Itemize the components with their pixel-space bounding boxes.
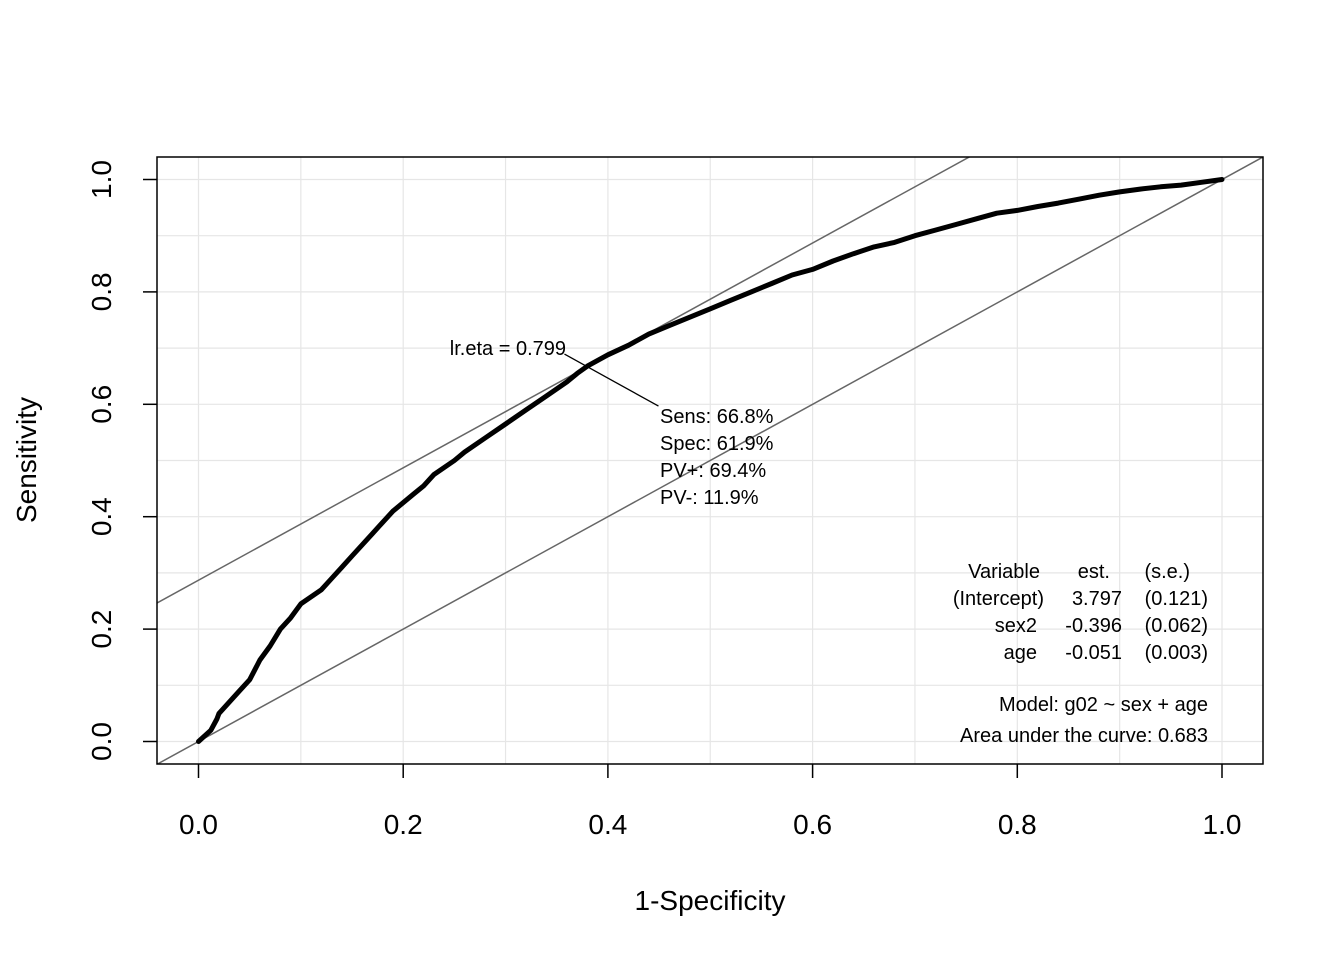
- x-tick-label: 0.6: [793, 809, 832, 840]
- plot-box: [156, 156, 1264, 765]
- cutoff-label: lr.eta = 0.799: [450, 338, 566, 360]
- x-tick-label: 0.2: [384, 809, 423, 840]
- coef-row-variable: (Intercept): [953, 588, 1044, 610]
- coef-row-variable: age: [1004, 642, 1037, 664]
- x-axis: 0.0 0.2 0.4 0.6 0.8 1.0: [179, 764, 1241, 840]
- reference-line-tangent: [157, 157, 971, 604]
- model-formula: Model: g02 ~ sex + age: [999, 694, 1208, 716]
- coef-row-se: (0.003): [1145, 642, 1208, 664]
- pv-neg-label: PV-: 11.9%: [660, 487, 759, 509]
- pv-pos-label: PV+: 69.4%: [660, 460, 766, 482]
- y-tick-label: 0.8: [86, 272, 117, 311]
- coef-row-se: (0.062): [1145, 615, 1208, 637]
- sens-label: Sens: 66.8%: [660, 406, 774, 428]
- y-tick-label: 0.0: [86, 722, 117, 761]
- x-tick-label: 1.0: [1203, 809, 1242, 840]
- y-tick-label: 0.6: [86, 385, 117, 424]
- annotation-leader-line: [564, 353, 659, 407]
- y-tick-label: 1.0: [86, 160, 117, 199]
- coef-row-variable: sex2: [995, 615, 1037, 637]
- x-axis-title: 1-Specificity: [635, 885, 786, 916]
- y-tick-label: 0.2: [86, 610, 117, 649]
- coef-row-est: -0.396: [1065, 615, 1122, 637]
- spec-label: Spec: 61.9%: [660, 433, 774, 455]
- y-tick-label: 0.4: [86, 497, 117, 536]
- auc-text: Area under the curve: 0.683: [960, 725, 1208, 747]
- coef-row-se: (0.121): [1145, 588, 1208, 610]
- y-axis-title: Sensitivity: [11, 397, 42, 523]
- coefficient-table: Variable est. (s.e.) (Intercept) 3.797 (…: [953, 561, 1208, 664]
- y-axis: 0.0 0.2 0.4 0.6 0.8 1.0: [86, 160, 157, 761]
- grid-lines: [157, 157, 1263, 764]
- coef-header-variable: Variable: [968, 561, 1040, 583]
- x-tick-label: 0.4: [588, 809, 627, 840]
- coef-header-est: est.: [1078, 561, 1110, 583]
- x-tick-label: 0.8: [998, 809, 1037, 840]
- coef-row-est: -0.051: [1065, 642, 1122, 664]
- coef-header-se: (s.e.): [1144, 561, 1190, 583]
- x-tick-label: 0.0: [179, 809, 218, 840]
- coef-row-est: 3.797: [1072, 588, 1122, 610]
- roc-curve: [196, 177, 1225, 744]
